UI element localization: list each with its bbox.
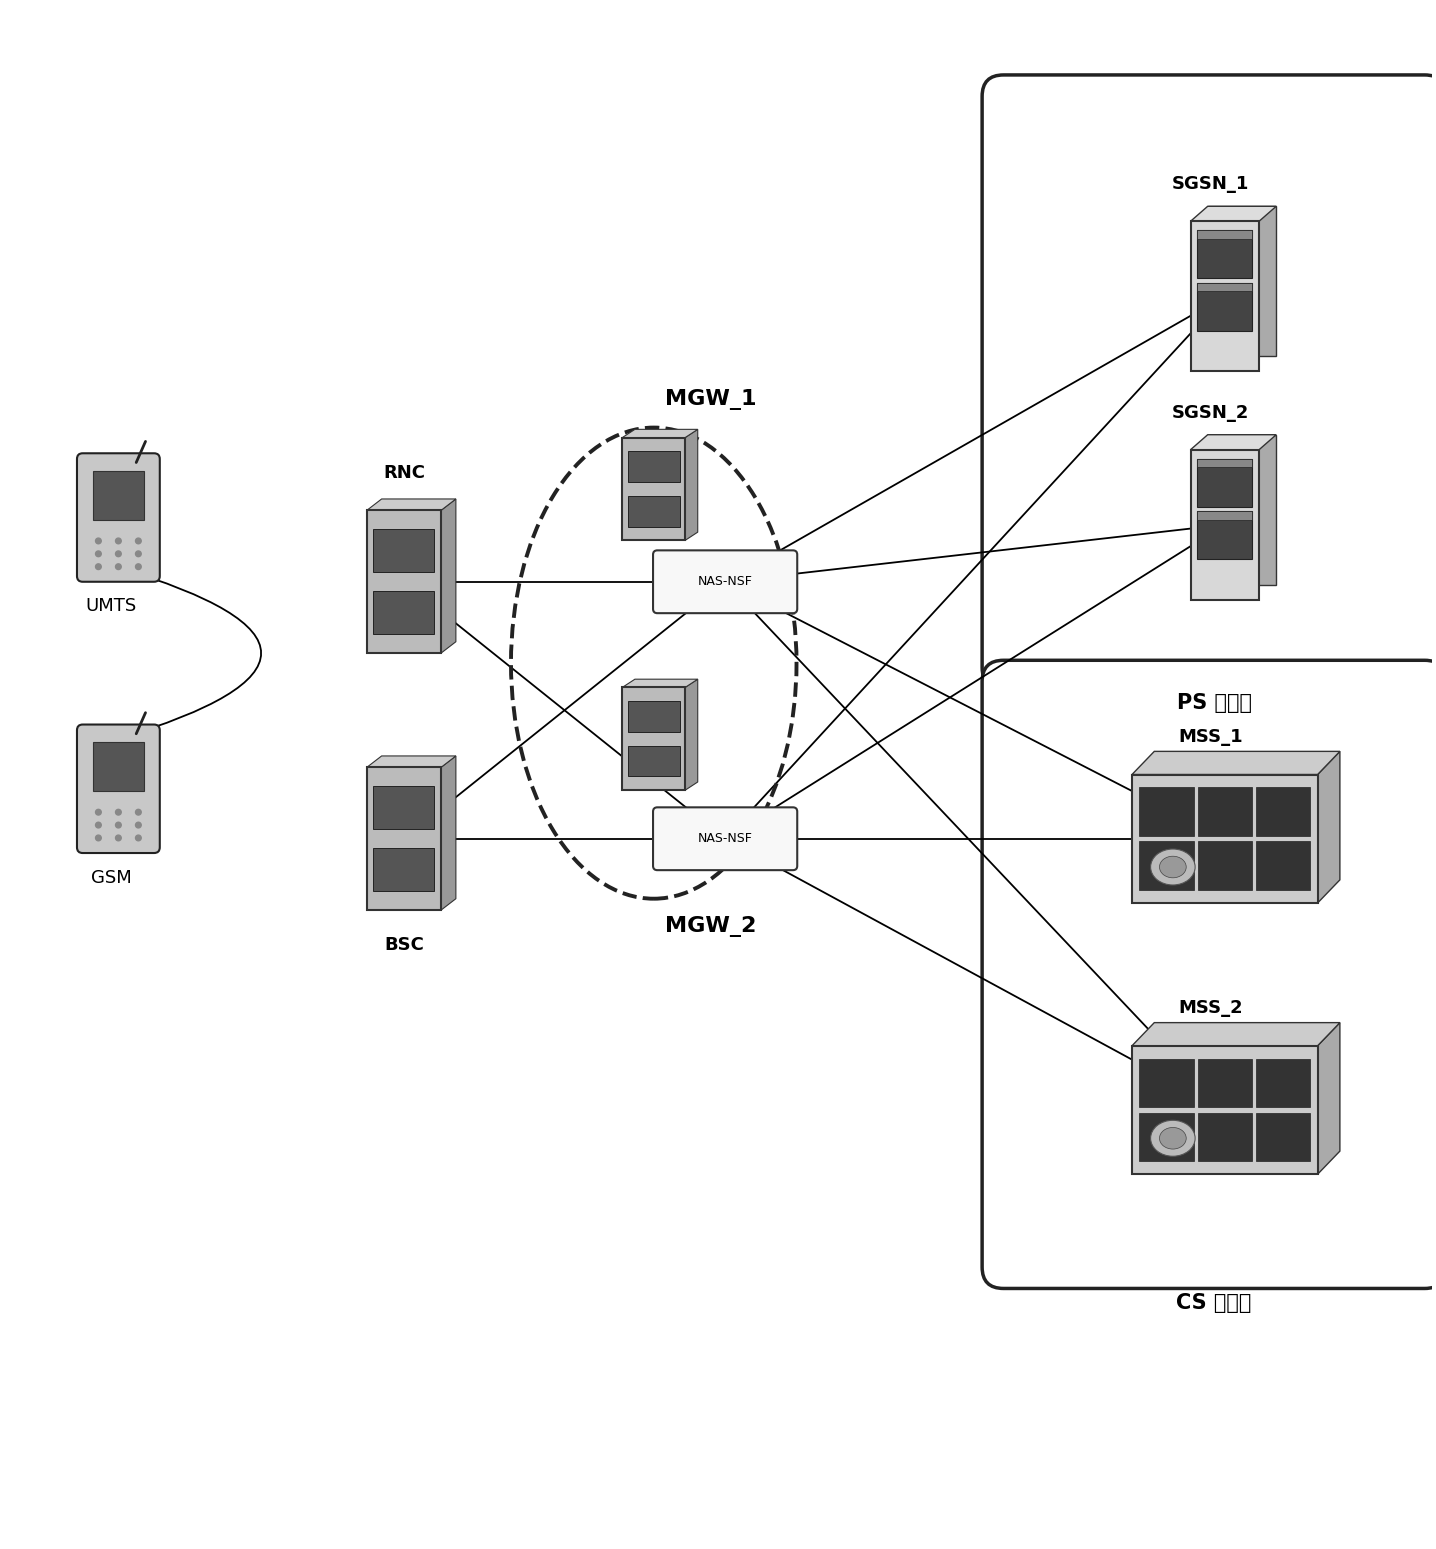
Circle shape	[115, 809, 121, 815]
FancyBboxPatch shape	[982, 74, 1436, 689]
Bar	[1139, 1112, 1193, 1162]
Circle shape	[115, 835, 121, 841]
Circle shape	[135, 564, 141, 570]
Text: CS 池区域: CS 池区域	[1176, 1293, 1252, 1312]
FancyBboxPatch shape	[653, 807, 797, 871]
Bar	[1198, 841, 1252, 891]
Text: RNC: RNC	[383, 463, 425, 482]
Polygon shape	[622, 429, 698, 437]
Polygon shape	[1190, 435, 1277, 449]
Bar	[1198, 231, 1252, 239]
Bar	[1255, 1112, 1310, 1162]
Bar	[622, 688, 685, 790]
Circle shape	[115, 538, 121, 544]
Bar	[373, 592, 434, 634]
Circle shape	[96, 538, 102, 544]
Bar	[1255, 1058, 1310, 1108]
Bar	[1198, 231, 1252, 279]
Polygon shape	[622, 678, 698, 688]
Bar	[628, 496, 679, 527]
Polygon shape	[366, 499, 455, 510]
Bar	[1198, 511, 1252, 520]
Circle shape	[115, 823, 121, 827]
Bar	[93, 742, 144, 792]
Bar	[1198, 459, 1252, 507]
Circle shape	[96, 809, 102, 815]
Polygon shape	[1208, 206, 1277, 356]
Bar	[1198, 283, 1252, 330]
Polygon shape	[685, 429, 698, 541]
Circle shape	[135, 823, 141, 827]
Circle shape	[135, 835, 141, 841]
Bar	[1190, 449, 1259, 599]
Circle shape	[115, 564, 121, 570]
Bar	[373, 849, 434, 891]
Bar	[1139, 841, 1193, 891]
Ellipse shape	[1150, 849, 1195, 884]
Text: PS 池区域: PS 池区域	[1176, 692, 1252, 713]
Bar	[373, 787, 434, 829]
FancyBboxPatch shape	[78, 725, 159, 853]
Text: MGW_2: MGW_2	[665, 915, 757, 937]
Text: NAS-NSF: NAS-NSF	[698, 832, 752, 846]
Bar	[1139, 1058, 1193, 1108]
Ellipse shape	[1159, 857, 1186, 878]
Text: MSS_1: MSS_1	[1178, 728, 1242, 747]
Circle shape	[135, 809, 141, 815]
Bar	[1198, 459, 1252, 468]
Bar	[93, 471, 144, 520]
Polygon shape	[1190, 206, 1277, 222]
Bar	[1198, 1058, 1252, 1108]
Bar	[1132, 774, 1318, 903]
Circle shape	[96, 564, 102, 570]
Polygon shape	[685, 678, 698, 790]
Polygon shape	[1132, 1022, 1340, 1046]
Circle shape	[135, 551, 141, 556]
Polygon shape	[366, 756, 455, 767]
Bar	[622, 437, 685, 541]
Text: NAS-NSF: NAS-NSF	[698, 575, 752, 589]
FancyBboxPatch shape	[78, 454, 159, 582]
Bar	[1255, 787, 1310, 836]
Bar	[1198, 1112, 1252, 1162]
Text: MGW_1: MGW_1	[665, 389, 757, 410]
Circle shape	[115, 551, 121, 556]
Circle shape	[96, 823, 102, 827]
Circle shape	[135, 538, 141, 544]
Polygon shape	[1208, 435, 1277, 584]
Bar	[1198, 511, 1252, 559]
Text: MSS_2: MSS_2	[1178, 999, 1242, 1018]
Bar	[373, 530, 434, 572]
Bar	[628, 745, 679, 776]
Bar	[1198, 283, 1252, 291]
Polygon shape	[1132, 751, 1340, 774]
Bar	[366, 510, 441, 654]
Text: SGSN_2: SGSN_2	[1172, 404, 1249, 421]
Text: SGSN_1: SGSN_1	[1172, 175, 1249, 194]
Ellipse shape	[1159, 1128, 1186, 1149]
Bar	[1139, 787, 1193, 836]
Polygon shape	[1318, 1022, 1340, 1174]
Bar	[1198, 787, 1252, 836]
Polygon shape	[441, 756, 455, 911]
Circle shape	[96, 835, 102, 841]
FancyBboxPatch shape	[653, 550, 797, 613]
Bar	[1190, 222, 1259, 372]
Circle shape	[96, 551, 102, 556]
Polygon shape	[441, 499, 455, 654]
FancyBboxPatch shape	[982, 660, 1436, 1289]
Bar	[628, 451, 679, 482]
Polygon shape	[1318, 751, 1340, 903]
Bar	[366, 767, 441, 911]
Text: UMTS: UMTS	[86, 598, 136, 615]
Text: GSM: GSM	[90, 869, 132, 886]
Bar	[628, 702, 679, 733]
Ellipse shape	[1150, 1120, 1195, 1156]
Bar	[1132, 1046, 1318, 1174]
Bar	[1255, 841, 1310, 891]
Text: BSC: BSC	[383, 936, 424, 954]
